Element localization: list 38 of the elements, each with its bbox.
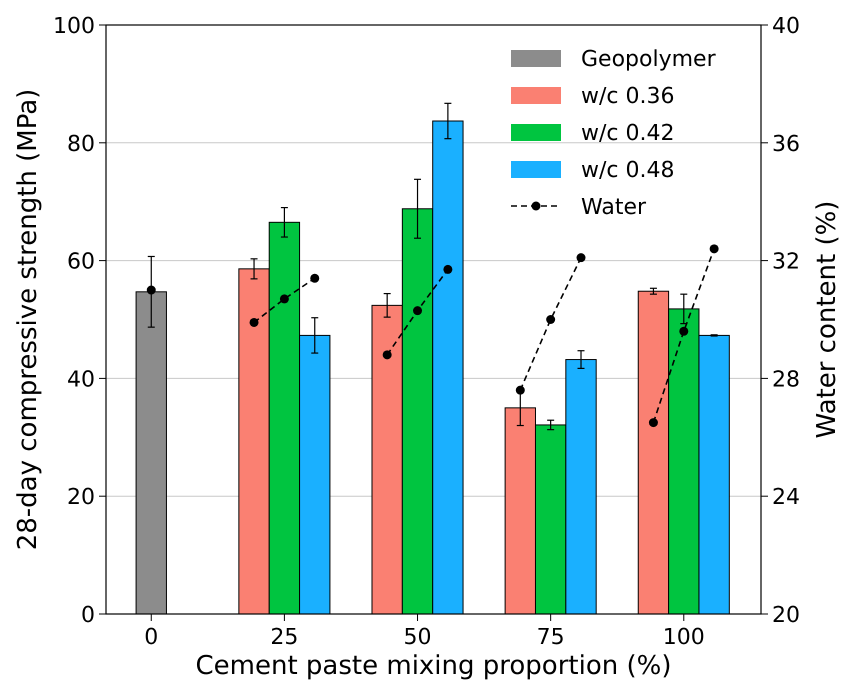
y-tick-label: 100: [53, 14, 95, 39]
legend-label: Geopolymer: [581, 47, 717, 72]
legend-label: w/c 0.36: [581, 84, 674, 109]
y2-tick-label: 36: [772, 132, 800, 157]
point: [546, 315, 556, 324]
point: [443, 264, 452, 274]
x-tick-label: 75: [536, 625, 565, 650]
legend-label: Water: [581, 195, 647, 220]
y-tick-label: 20: [67, 485, 95, 510]
x-tick-label: 0: [144, 625, 158, 650]
point: [413, 306, 422, 316]
point: [310, 274, 320, 283]
y2-tick-label: 32: [772, 250, 800, 275]
legend-label: w/c 0.42: [581, 121, 674, 146]
point: [146, 286, 156, 295]
point: [516, 386, 525, 395]
y-tick-label: 80: [67, 132, 95, 157]
legend-label: w/c 0.48: [581, 158, 674, 183]
x-axis-title: Cement paste mixing proportion (%): [196, 651, 672, 681]
point: [280, 294, 289, 304]
y2-tick-label: 24: [772, 485, 800, 510]
y2-axis-title: Water content (%): [812, 200, 842, 438]
y-tick-label: 60: [67, 250, 95, 275]
x-tick-label: 50: [404, 625, 432, 650]
point: [648, 418, 658, 428]
x-tick-label: 25: [270, 625, 298, 650]
y-tick-label: 0: [81, 603, 95, 628]
x-tick-label: 100: [662, 625, 705, 650]
point: [250, 318, 259, 327]
y-tick-label: 40: [67, 367, 95, 392]
point: [679, 326, 688, 336]
y-axis-title: 28-day compressive strength (MPa): [13, 88, 43, 550]
point: [382, 350, 392, 360]
point: [576, 253, 586, 262]
y2-tick-label: 40: [772, 14, 800, 39]
y2-tick-label: 28: [772, 367, 800, 392]
point: [710, 244, 719, 254]
y2-tick-label: 20: [772, 603, 800, 628]
